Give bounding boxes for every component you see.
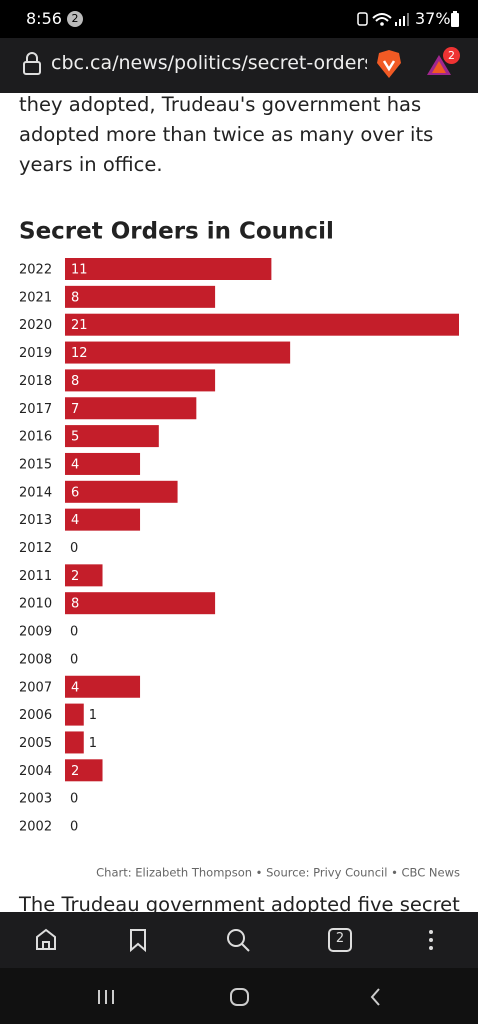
y-tick-label: 2002 — [19, 820, 52, 835]
value-label: 0 — [70, 652, 78, 667]
value-label: 0 — [70, 625, 78, 640]
status-bar: 8:56 2 37% — [0, 0, 478, 38]
rewards-icon[interactable] — [426, 53, 452, 77]
value-label: 2 — [71, 764, 79, 779]
value-label: 4 — [71, 457, 79, 472]
bar — [65, 480, 178, 503]
bar — [65, 703, 84, 726]
battery-icon — [451, 11, 459, 27]
value-label: 2 — [71, 569, 79, 584]
value-label: 1 — [89, 708, 97, 723]
value-label: 12 — [71, 346, 88, 361]
system-nav-icons[interactable] — [0, 968, 478, 1024]
y-tick-label: 2006 — [19, 708, 52, 723]
y-tick-label: 2013 — [19, 513, 52, 528]
y-tick-label: 2020 — [19, 318, 52, 333]
status-icons — [357, 12, 409, 26]
value-label: 6 — [71, 485, 79, 500]
value-label: 4 — [71, 680, 79, 695]
value-label: 8 — [71, 290, 79, 305]
notification-badge: 2 — [67, 11, 83, 27]
y-tick-label: 2005 — [19, 736, 52, 751]
clock: 8:56 — [26, 9, 62, 28]
bar — [65, 341, 291, 364]
y-tick-label: 2009 — [19, 625, 52, 640]
chart-credit: Chart: Elizabeth Thompson • Source: Priv… — [96, 866, 460, 880]
rewards-badge: 2 — [443, 47, 460, 64]
y-tick-label: 2004 — [19, 764, 52, 779]
value-label: 1 — [89, 736, 97, 751]
y-tick-label: 2003 — [19, 792, 52, 807]
paragraph: they adopted, Trudeau's government has a… — [19, 93, 434, 176]
system-nav — [0, 968, 478, 1024]
bar — [65, 425, 159, 448]
tab-count: 2 — [335, 931, 345, 946]
brave-shields[interactable] — [375, 49, 403, 79]
value-label: 0 — [70, 541, 78, 556]
value-label: 4 — [71, 513, 79, 528]
bar — [65, 759, 103, 782]
y-tick-label: 2018 — [19, 374, 52, 389]
y-tick-label: 2015 — [19, 457, 52, 472]
bar — [65, 452, 141, 475]
y-tick-label: 2007 — [19, 680, 52, 695]
y-tick-label: 2016 — [19, 430, 52, 445]
y-tick-label: 2010 — [19, 597, 52, 612]
browser-bar: cbc.ca/news/politics/secret-orders 2 — [0, 38, 478, 93]
bar — [65, 313, 459, 336]
value-label: 11 — [71, 263, 88, 278]
y-tick-label: 2017 — [19, 402, 52, 417]
browser-toolbar: 2 — [0, 912, 478, 968]
value-label: 7 — [71, 402, 79, 417]
bar — [65, 258, 272, 280]
bar — [65, 675, 141, 698]
bar — [65, 564, 103, 587]
toolbar-icons[interactable] — [0, 912, 478, 968]
value-label: 0 — [70, 792, 78, 807]
bar — [65, 592, 216, 615]
url[interactable]: cbc.ca/news/politics/secret-orders — [51, 52, 367, 74]
lock-icon — [23, 52, 41, 75]
paragraph: The Trudeau government adopted five secr… — [19, 893, 460, 916]
y-tick-label: 2008 — [19, 652, 52, 667]
value-label: 8 — [71, 597, 79, 612]
y-tick-label: 2019 — [19, 346, 52, 361]
value-label: 0 — [70, 820, 78, 835]
value-label: 8 — [71, 374, 79, 389]
bar — [65, 397, 197, 420]
value-label: 5 — [71, 430, 79, 445]
y-tick-label: 2022 — [19, 263, 52, 278]
y-tick-label: 2021 — [19, 290, 52, 305]
bar — [65, 731, 84, 754]
value-label: 21 — [71, 318, 88, 333]
chart-title: Secret Orders in Council — [19, 219, 334, 245]
y-tick-label: 2014 — [19, 485, 52, 500]
y-tick-label: 2011 — [19, 569, 52, 584]
chart: Secret Orders in Council Chart: Elizabet… — [19, 219, 460, 880]
battery-level: 37% — [415, 9, 451, 28]
bar — [65, 369, 216, 392]
bar — [65, 285, 216, 308]
y-tick-label: 2012 — [19, 541, 52, 556]
bar — [65, 508, 141, 531]
